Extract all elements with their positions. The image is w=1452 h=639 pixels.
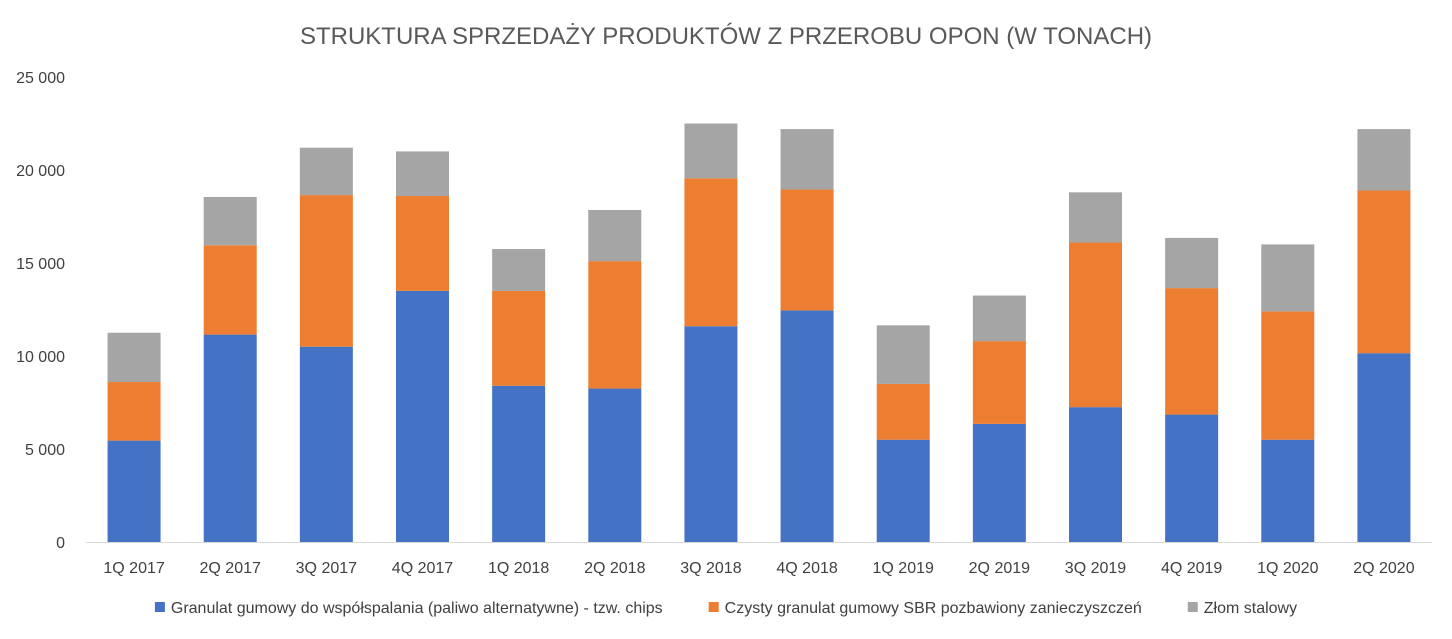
x-tick-label: 3Q 2019 — [1065, 560, 1126, 577]
bar-segment — [396, 290, 449, 542]
x-tick-label: 3Q 2018 — [680, 560, 741, 577]
bar-segment — [972, 295, 1026, 342]
x-tick-label: 1Q 2018 — [488, 560, 549, 577]
bar-segment — [1261, 311, 1315, 440]
x-tick-label: 4Q 2018 — [776, 560, 837, 577]
bar-segment — [1165, 237, 1219, 289]
bar-segment — [876, 383, 930, 440]
bar-segment — [1261, 439, 1315, 542]
y-tick-label: 10 000 — [16, 349, 65, 366]
legend-item: Granulat gumowy do współspalania (paliwo… — [154, 600, 663, 617]
y-tick-label: 15 000 — [16, 256, 65, 273]
bar-segment — [1069, 407, 1122, 542]
x-tick-label: 2Q 2019 — [969, 560, 1030, 577]
x-tick-label: 1Q 2020 — [1257, 560, 1318, 577]
bar-segment — [1357, 129, 1411, 191]
bar-segment — [1165, 288, 1219, 415]
bar-segment — [492, 385, 546, 542]
bar-segment — [396, 196, 449, 291]
legend-swatch — [1187, 602, 1198, 612]
x-tick-label: 1Q 2017 — [103, 560, 164, 577]
x-tick-label: 4Q 2017 — [392, 560, 453, 577]
bar-segment — [299, 346, 353, 542]
bar-segment — [492, 249, 546, 291]
bar-segment — [396, 151, 449, 197]
y-tick-label: 5 000 — [25, 442, 65, 459]
legend-swatch — [708, 602, 719, 612]
bar-segment — [492, 290, 546, 386]
legend-item: Złom stalowy — [1187, 600, 1297, 617]
x-tick-label: 4Q 2019 — [1161, 560, 1222, 577]
legend-item: Czysty granulat gumowy SBR pozbawiony za… — [708, 600, 1142, 617]
bar-segment — [780, 129, 834, 190]
bar-segment — [972, 341, 1026, 424]
x-axis: 1Q 2017 2Q 2017 3Q 2017 4Q 2017 1Q 2018 2Q 20… — [103, 560, 1414, 577]
bar-segment — [203, 196, 257, 246]
bar-segment — [1357, 353, 1411, 542]
bar-segment — [588, 209, 642, 262]
y-axis: 0 5 000 10 000 15 000 20 000 25 000 — [16, 70, 65, 552]
bar-segment — [1261, 244, 1315, 312]
bar-segment — [876, 439, 930, 542]
bar-segment — [107, 332, 161, 383]
legend: Granulat gumowy do współspalania (paliwo… — [154, 600, 1297, 617]
chart-title: STRUKTURA SPRZEDAŻY PRODUKTÓW Z PRZEROBU… — [300, 23, 1152, 50]
bar-segment — [780, 310, 834, 542]
bar-segment — [1357, 190, 1411, 354]
bar-segment — [684, 123, 738, 179]
bar-segment — [1069, 242, 1122, 408]
bar-segment — [299, 147, 353, 196]
x-tick-label: 2Q 2017 — [200, 560, 261, 577]
x-tick-label: 2Q 2020 — [1353, 560, 1414, 577]
x-tick-label: 1Q 2019 — [873, 560, 934, 577]
y-tick-label: 25 000 — [16, 70, 65, 87]
x-tick-label: 3Q 2017 — [296, 560, 357, 577]
legend-label: Granulat gumowy do współspalania (paliwo… — [171, 600, 663, 617]
bars-group — [107, 123, 1411, 542]
x-tick-label: 2Q 2018 — [584, 560, 645, 577]
bar-segment — [780, 189, 834, 311]
bar-segment — [876, 325, 930, 384]
bar-segment — [972, 423, 1026, 542]
bar-segment — [1165, 414, 1219, 542]
bar-segment — [684, 326, 738, 542]
y-tick-label: 0 — [56, 535, 65, 552]
legend-swatch — [154, 602, 165, 612]
bar-segment — [1069, 192, 1122, 243]
bar-segment — [203, 334, 257, 542]
bar-segment — [299, 195, 353, 347]
y-tick-label: 20 000 — [16, 163, 65, 180]
bar-segment — [588, 388, 642, 542]
bar-segment — [107, 440, 161, 542]
bar-segment — [588, 261, 642, 389]
bar-segment — [107, 382, 161, 441]
bar-segment — [684, 178, 738, 327]
legend-label: Złom stalowy — [1204, 600, 1297, 617]
bar-segment — [203, 245, 257, 335]
legend-label: Czysty granulat gumowy SBR pozbawiony za… — [725, 600, 1142, 617]
